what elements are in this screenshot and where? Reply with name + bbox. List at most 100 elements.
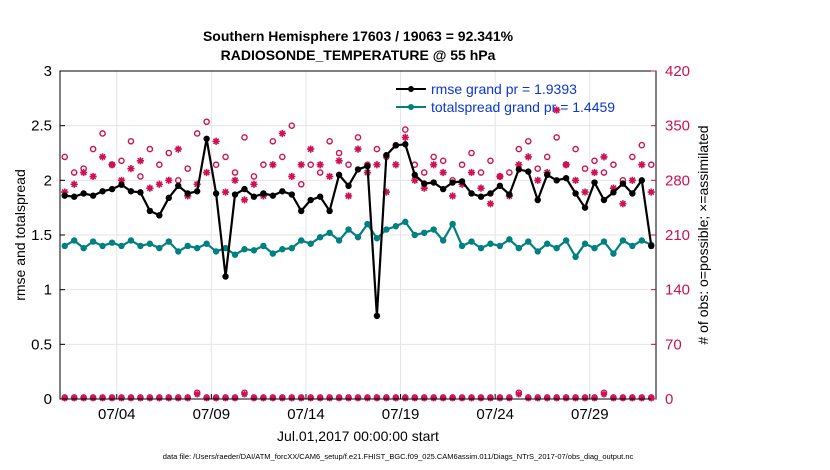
rmse-marker (326, 207, 333, 215)
possible-obs-marker (146, 145, 154, 153)
possible-obs-marker (402, 126, 409, 133)
rmse-marker (222, 273, 229, 280)
assimilated-obs-marker (269, 395, 277, 402)
totalspread-marker (326, 229, 333, 237)
legend-rmse-label: rmse grand pr = 1.9393 (431, 81, 577, 97)
totalspread-marker (449, 220, 456, 228)
rmse-marker (345, 182, 352, 189)
assimilated-obs-marker (108, 395, 116, 402)
totalspread-series (61, 218, 655, 261)
assimilated-obs-marker (307, 145, 315, 153)
assimilated-obs-marker (269, 161, 277, 169)
assimilated-obs-marker (439, 395, 447, 402)
totalspread-marker (439, 237, 447, 244)
possible-obs-marker (506, 169, 513, 176)
assimilated-obs-marker (477, 184, 485, 192)
totalspread-marker (591, 244, 598, 252)
y-right-tick-label: 70 (665, 336, 682, 353)
assimilated-obs-marker (99, 395, 106, 402)
assimilated-obs-marker (534, 176, 542, 184)
assimilated-obs-marker (117, 176, 126, 184)
y-left-tick-label: 2.5 (31, 118, 52, 135)
data-file-footer: data file: /Users/raeder/DAI/ATM_forcXX/… (163, 452, 634, 461)
totalspread-marker (553, 244, 560, 252)
possible-obs-marker (269, 137, 277, 145)
possible-obs-marker (345, 161, 352, 169)
rmse-marker (487, 190, 494, 197)
rmse-marker (61, 192, 68, 199)
y-right-tick-label: 280 (665, 172, 690, 189)
totalspread-marker (638, 237, 646, 244)
totalspread-marker (137, 242, 144, 250)
totalspread-marker (496, 242, 504, 250)
totalspread-marker (118, 242, 125, 250)
totalspread-marker (354, 233, 362, 241)
totalspread-marker (146, 240, 154, 247)
possible-obs-marker (515, 145, 523, 153)
legend: rmse grand pr = 1.9393 totalspread grand… (396, 81, 615, 115)
possible-obs-marker (430, 153, 437, 161)
possible-obs-marker (354, 134, 362, 141)
totalspread-marker (619, 237, 627, 244)
assimilated-obs-marker (174, 145, 182, 153)
totalspread-marker (364, 220, 371, 228)
assimilated-obs-marker (297, 161, 305, 169)
rmse-marker (477, 193, 485, 200)
rmse-marker (250, 193, 258, 200)
assimilated-obs-marker (335, 395, 343, 402)
totalspread-marker (108, 239, 116, 246)
y-left-tick-label: 3 (44, 63, 52, 80)
legend-rmse-marker (408, 86, 414, 92)
assimilated-obs-marker (203, 395, 210, 402)
possible-obs-marker (439, 157, 447, 165)
totalspread-marker (581, 240, 589, 247)
assimilated-obs-marker (364, 395, 371, 402)
totalspread-marker (562, 237, 570, 244)
assimilated-obs-marker (326, 172, 334, 181)
totalspread-marker (525, 238, 532, 245)
possible-obs-marker (231, 169, 239, 176)
rmse-marker (260, 190, 267, 197)
rmse-marker (430, 179, 437, 186)
assimilated-obs-marker (392, 395, 400, 402)
assimilated-obs-marker (354, 145, 362, 153)
rmse-marker (269, 192, 277, 199)
possible-obs-marker (647, 161, 655, 169)
assimilated-obs-marker (629, 395, 636, 402)
assimilated-obs-marker (146, 184, 154, 192)
y-right-tick-label: 420 (665, 63, 690, 80)
y-right-tick-label: 350 (665, 118, 690, 135)
assimilated-obs-marker (278, 129, 286, 138)
assimilated-obs-marker (373, 395, 381, 402)
assimilated-obs-marker (288, 395, 295, 402)
assimilated-obs-marker (609, 184, 618, 192)
rmse-marker (610, 189, 617, 196)
totalspread-marker (269, 250, 277, 257)
assimilated-obs-marker (600, 391, 608, 398)
rmse-marker (279, 188, 286, 195)
possible-obs-marker (61, 153, 69, 161)
assimilated-obs-marker (430, 395, 437, 402)
rmse-marker (373, 312, 381, 320)
rmse-marker (629, 190, 636, 197)
rmse-marker (449, 179, 456, 186)
possible-obs-marker (468, 149, 475, 157)
totalspread-marker (430, 226, 437, 233)
possible-obs-marker (212, 161, 220, 169)
assimilated-obs-marker (449, 192, 457, 200)
assimilated-obs-marker (279, 395, 286, 402)
x-tick-label: 07/29 (571, 406, 609, 423)
assimilated-obs-marker (648, 395, 655, 402)
rmse-marker (411, 171, 418, 179)
rmse-marker (108, 185, 116, 193)
y-right-tick-label: 0 (665, 391, 673, 408)
rmse-marker (468, 190, 475, 197)
assimilated-obs-marker (80, 168, 88, 177)
totalspread-marker (156, 244, 163, 252)
assimilated-obs-marker (70, 180, 78, 188)
rmse-marker (534, 196, 541, 204)
rmse-marker (70, 193, 78, 200)
assimilated-obs-marker (449, 395, 456, 402)
rmse-marker (307, 196, 314, 204)
totalspread-marker (89, 238, 97, 245)
